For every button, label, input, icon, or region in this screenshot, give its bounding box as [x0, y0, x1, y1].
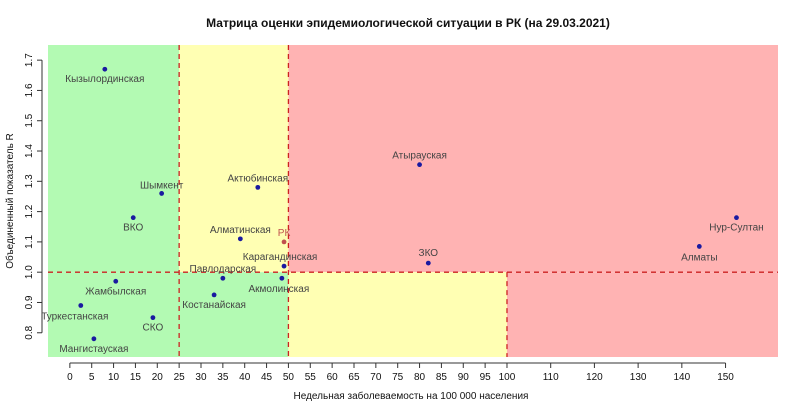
y-axis-label: Объединенный показатель R: [4, 133, 16, 269]
y-tick-label-1.4: 1.4: [24, 144, 35, 158]
x-tick-label-35: 35: [217, 372, 229, 383]
x-tick-label-90: 90: [458, 372, 470, 383]
point-label-0: Кызылординская: [65, 74, 144, 85]
point-label-11: Туркестанская: [41, 312, 108, 323]
point-2: [130, 215, 136, 221]
point-10: [113, 278, 119, 284]
x-tick-label-25: 25: [174, 372, 186, 383]
zone-0: [48, 45, 180, 273]
point-label-6: Карагандинская: [243, 252, 318, 263]
point-17: [696, 244, 702, 249]
x-tick-label-20: 20: [152, 372, 164, 383]
y-tick-label-1.5: 1.5: [24, 113, 35, 127]
point-label-4: Алматинская: [210, 225, 271, 236]
point-label-10: Жамбылская: [85, 285, 146, 297]
point-9: [211, 292, 217, 298]
x-tick-label-65: 65: [348, 372, 360, 383]
x-tick-label-140: 140: [673, 372, 690, 383]
x-tick-label-70: 70: [370, 372, 382, 383]
x-tick-label-50: 50: [283, 372, 295, 383]
x-tick-label-110: 110: [543, 372, 559, 383]
point-12: [150, 315, 156, 321]
point-3: [255, 184, 261, 190]
y-tick-label-1.2: 1.2: [24, 204, 35, 218]
x-axis-label: Недельная заболеваемость на 100 000 насе…: [294, 390, 529, 402]
point-13: [91, 336, 97, 342]
x-tick-label-120: 120: [586, 372, 603, 383]
x-tick-label-5: 5: [89, 372, 95, 383]
point-label-5: РК: [278, 228, 291, 239]
point-label-3: Актюбинская: [227, 172, 288, 184]
point-1: [159, 191, 165, 196]
threshold-lines: [48, 45, 778, 357]
point-label-17: Алматы: [681, 252, 718, 263]
x-tick-label-100: 100: [499, 372, 516, 383]
y-tick-label-1.3: 1.3: [24, 174, 35, 188]
y-tick-label-1.7: 1.7: [24, 53, 35, 67]
point-16: [734, 215, 739, 221]
point-8: [279, 275, 285, 281]
point-label-15: ЗКО: [419, 248, 439, 259]
point-label-7: Павлодарская: [190, 264, 257, 275]
zone-4: [288, 272, 507, 357]
zone-1: [179, 45, 289, 273]
zone-5: [506, 272, 778, 357]
x-tick-label-80: 80: [414, 372, 426, 383]
y-tick-label-0.8: 0.8: [24, 325, 35, 339]
data-points: Кызылординская Шымкент ВКО Актюбинская Алмат…: [41, 66, 764, 355]
point-label-2: ВКО: [123, 223, 143, 234]
zone-2: [288, 45, 778, 273]
x-tick-label-130: 130: [630, 372, 647, 383]
x-tick-label-30: 30: [195, 372, 207, 383]
point-label-1: Шымкент: [140, 180, 184, 191]
x-tick-label-60: 60: [327, 372, 339, 383]
point-4: [237, 236, 243, 242]
point-label-8: Акмолинская: [248, 284, 309, 295]
y-tick-label-1.6: 1.6: [24, 83, 35, 97]
point-15: [425, 260, 431, 266]
point-0: [102, 66, 108, 72]
y-tick-label-1.1: 1.1: [24, 235, 35, 249]
point-label-9: Костанайская: [182, 300, 246, 311]
point-label-14: Атырауская: [392, 151, 447, 162]
point-label-13: Мангистауская: [59, 344, 128, 355]
x-tick-label-0: 0: [67, 372, 73, 383]
y-tick-label-0.9: 0.9: [24, 295, 35, 309]
axes: 0 5 10 15 20 25 30 35 40 45 50 55 60 65 70 75 80 85 90 95 10…: [24, 53, 734, 383]
point-5: [281, 239, 287, 245]
point-label-16: Нур-Султан: [709, 223, 763, 234]
zone-backgrounds: [48, 45, 778, 357]
chart-title: Матрица оценки эпидемиологической ситуац…: [206, 16, 610, 30]
point-7: [220, 275, 226, 281]
x-tick-label-150: 150: [717, 372, 734, 383]
x-tick-label-45: 45: [261, 372, 273, 383]
point-11: [78, 303, 84, 308]
point-label-12: СКО: [143, 323, 164, 334]
x-tick-label-40: 40: [239, 372, 251, 383]
zone-3: [48, 272, 289, 357]
x-tick-label-10: 10: [108, 372, 120, 383]
y-tick-label-1: 1.0: [24, 265, 35, 279]
point-6: [281, 263, 287, 269]
x-tick-label-95: 95: [480, 372, 492, 383]
x-tick-label-85: 85: [436, 372, 448, 383]
point-14: [417, 162, 422, 168]
x-tick-label-15: 15: [130, 372, 142, 383]
x-tick-label-55: 55: [305, 372, 317, 383]
x-tick-label-75: 75: [392, 372, 404, 383]
